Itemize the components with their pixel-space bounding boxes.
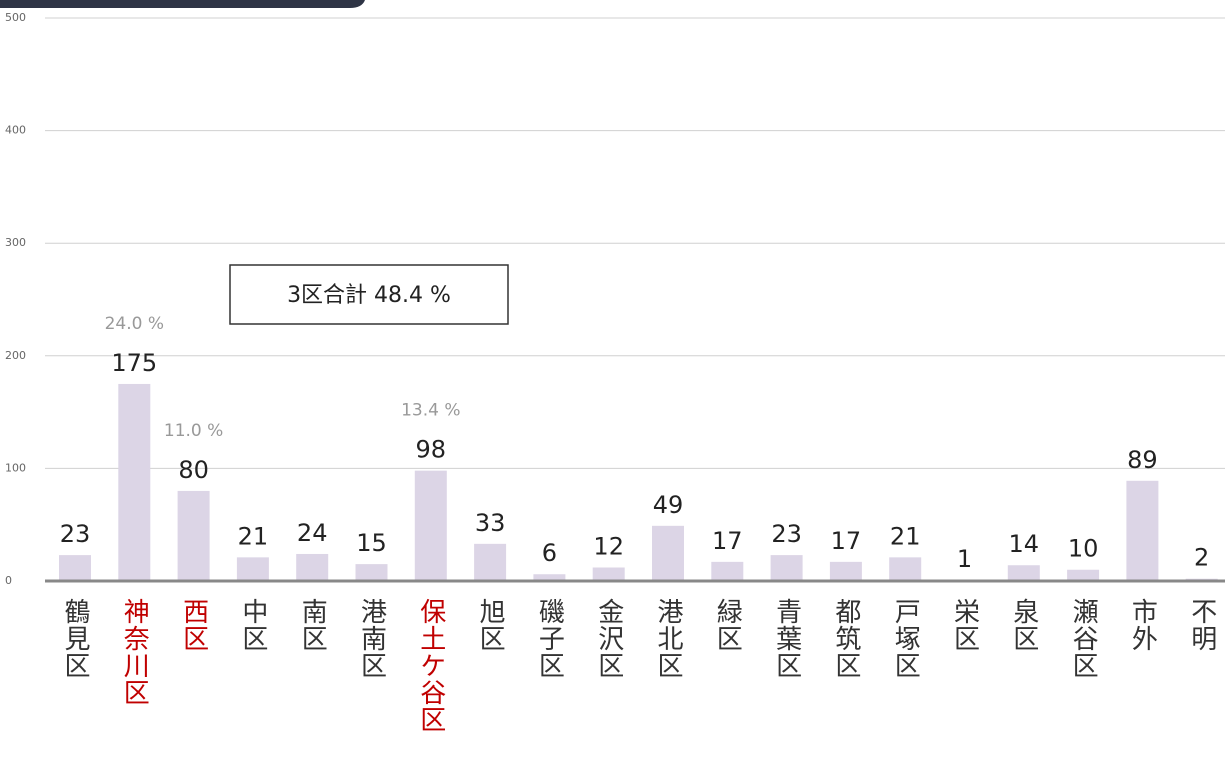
bar — [59, 555, 91, 581]
bar — [414, 470, 447, 581]
y-tick-label: 500 — [5, 11, 26, 24]
value-label: 175 — [111, 349, 157, 377]
value-label: 10 — [1068, 535, 1099, 563]
x-tick-label: 保土ケ谷区 — [416, 598, 446, 733]
x-tick-label: 青葉区 — [772, 598, 802, 679]
value-label: 23 — [60, 520, 91, 548]
percent-label: 24.0 % — [105, 314, 164, 334]
bar — [592, 567, 625, 581]
value-label: 2 — [1194, 544, 1209, 572]
bar — [1007, 565, 1040, 581]
value-label: 12 — [593, 532, 624, 560]
y-tick-label: 400 — [5, 124, 26, 137]
y-tick-label: 300 — [5, 236, 26, 249]
x-tick-label: 西区 — [179, 598, 209, 652]
bar — [1126, 480, 1159, 581]
x-tick-label: 都筑区 — [831, 598, 861, 679]
bar — [829, 561, 862, 581]
x-tick-label: 緑区 — [712, 598, 742, 652]
bar — [474, 543, 507, 581]
x-tick-label: 港北区 — [653, 598, 683, 679]
bar — [355, 564, 388, 581]
x-tick-label: 泉区 — [1009, 598, 1039, 652]
value-label: 1 — [957, 545, 972, 573]
x-tick-label: 中区 — [238, 598, 268, 652]
value-label: 17 — [831, 527, 862, 555]
bar — [889, 557, 922, 581]
x-tick-label: 不明 — [1187, 598, 1217, 652]
value-label: 23 — [771, 520, 802, 548]
y-tick-label: 100 — [5, 461, 26, 474]
annotation: 3区合計 48.4 % — [287, 283, 451, 308]
value-label: 89 — [1127, 446, 1158, 474]
value-label: 80 — [178, 456, 209, 484]
annotation-box — [229, 264, 509, 325]
header-bar — [0, 0, 365, 8]
bar — [533, 574, 566, 581]
value-label: 21 — [238, 522, 269, 550]
value-label: 33 — [475, 509, 506, 537]
value-label: 6 — [542, 539, 557, 567]
bar — [177, 490, 210, 581]
x-tick-label: 南区 — [297, 598, 327, 652]
x-tick-label: 金沢区 — [594, 598, 624, 679]
x-tick-label: 栄区 — [950, 598, 980, 652]
percent-label: 13.4 % — [401, 401, 460, 421]
x-tick-label: 磯子区 — [534, 598, 564, 679]
x-tick-label: 神奈川区 — [119, 598, 149, 706]
y-tick-label: 200 — [5, 349, 26, 362]
value-label: 24 — [297, 519, 328, 547]
bar — [236, 557, 269, 581]
bar — [770, 555, 803, 581]
x-tick-label: 鶴見区 — [60, 598, 90, 679]
bar — [296, 553, 329, 581]
bar — [711, 561, 744, 581]
bar — [118, 383, 151, 581]
x-tick-label: 瀬谷区 — [1068, 598, 1098, 679]
value-label: 17 — [712, 527, 743, 555]
bar — [652, 525, 684, 581]
value-label: 14 — [1009, 530, 1040, 558]
y-tick-label: 0 — [5, 574, 12, 587]
percent-label: 11.0 % — [164, 421, 223, 441]
bar — [1067, 569, 1100, 581]
value-label: 49 — [653, 491, 684, 519]
x-tick-label: 戸塚区 — [890, 598, 920, 679]
value-label: 15 — [356, 529, 387, 557]
value-label: 98 — [416, 436, 447, 464]
x-tick-label: 市外 — [1127, 598, 1157, 652]
x-tick-label: 港南区 — [357, 598, 387, 679]
x-tick-label: 旭区 — [475, 598, 505, 652]
value-label: 21 — [890, 522, 921, 550]
